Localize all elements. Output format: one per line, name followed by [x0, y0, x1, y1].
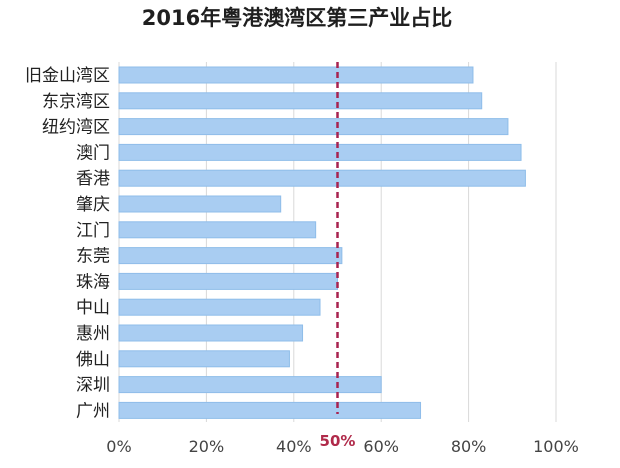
- x-tick-label: 20%: [189, 437, 225, 456]
- x-tick-label: 100%: [533, 437, 579, 456]
- bar: [118, 221, 317, 239]
- category-label: 纽约湾区: [42, 118, 110, 138]
- category-label: 肇庆: [76, 195, 110, 215]
- bar: [118, 92, 483, 110]
- bar: [118, 195, 282, 213]
- x-tick-label: 60%: [363, 437, 399, 456]
- chart-title: 2016年粤港澳湾区第三产业占比: [142, 6, 452, 30]
- category-label: 佛山: [76, 350, 110, 370]
- category-label: 香港: [76, 169, 110, 189]
- category-label: 江门: [76, 221, 110, 241]
- bar: [118, 324, 304, 342]
- bar: [118, 401, 422, 419]
- bar: [118, 298, 321, 316]
- bar: [118, 272, 338, 290]
- bar: [118, 118, 509, 136]
- bars: [118, 66, 526, 419]
- bar: [118, 247, 343, 265]
- x-tick-label: 80%: [451, 437, 487, 456]
- x-tick-labels: 0% 20% 40% 60% 80% 100%: [106, 437, 579, 456]
- category-label: 东莞: [76, 247, 110, 267]
- bar: [118, 66, 474, 84]
- reference-line-label: 50%: [320, 432, 356, 450]
- category-label: 澳门: [76, 143, 110, 163]
- category-label: 珠海: [76, 272, 110, 292]
- category-label: 深圳: [76, 376, 110, 396]
- category-label: 惠州: [76, 324, 110, 344]
- category-label: 广州: [76, 401, 110, 421]
- reference-line-group: 50%: [320, 62, 356, 450]
- x-tick-label: 0%: [106, 437, 131, 456]
- x-tick-label: 40%: [276, 437, 312, 456]
- bar: [118, 376, 382, 394]
- bar: [118, 350, 290, 368]
- category-label: 旧金山湾区: [25, 66, 110, 86]
- bar: [118, 169, 526, 187]
- category-label: 中山: [76, 298, 110, 318]
- category-label: 东京湾区: [42, 92, 110, 112]
- bar: [118, 143, 522, 161]
